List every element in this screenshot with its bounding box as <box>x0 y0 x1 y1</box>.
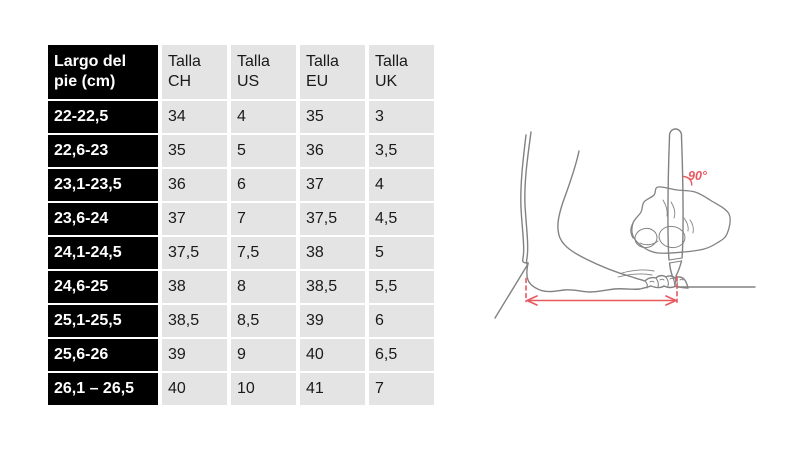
svg-text:90°: 90° <box>688 169 708 183</box>
